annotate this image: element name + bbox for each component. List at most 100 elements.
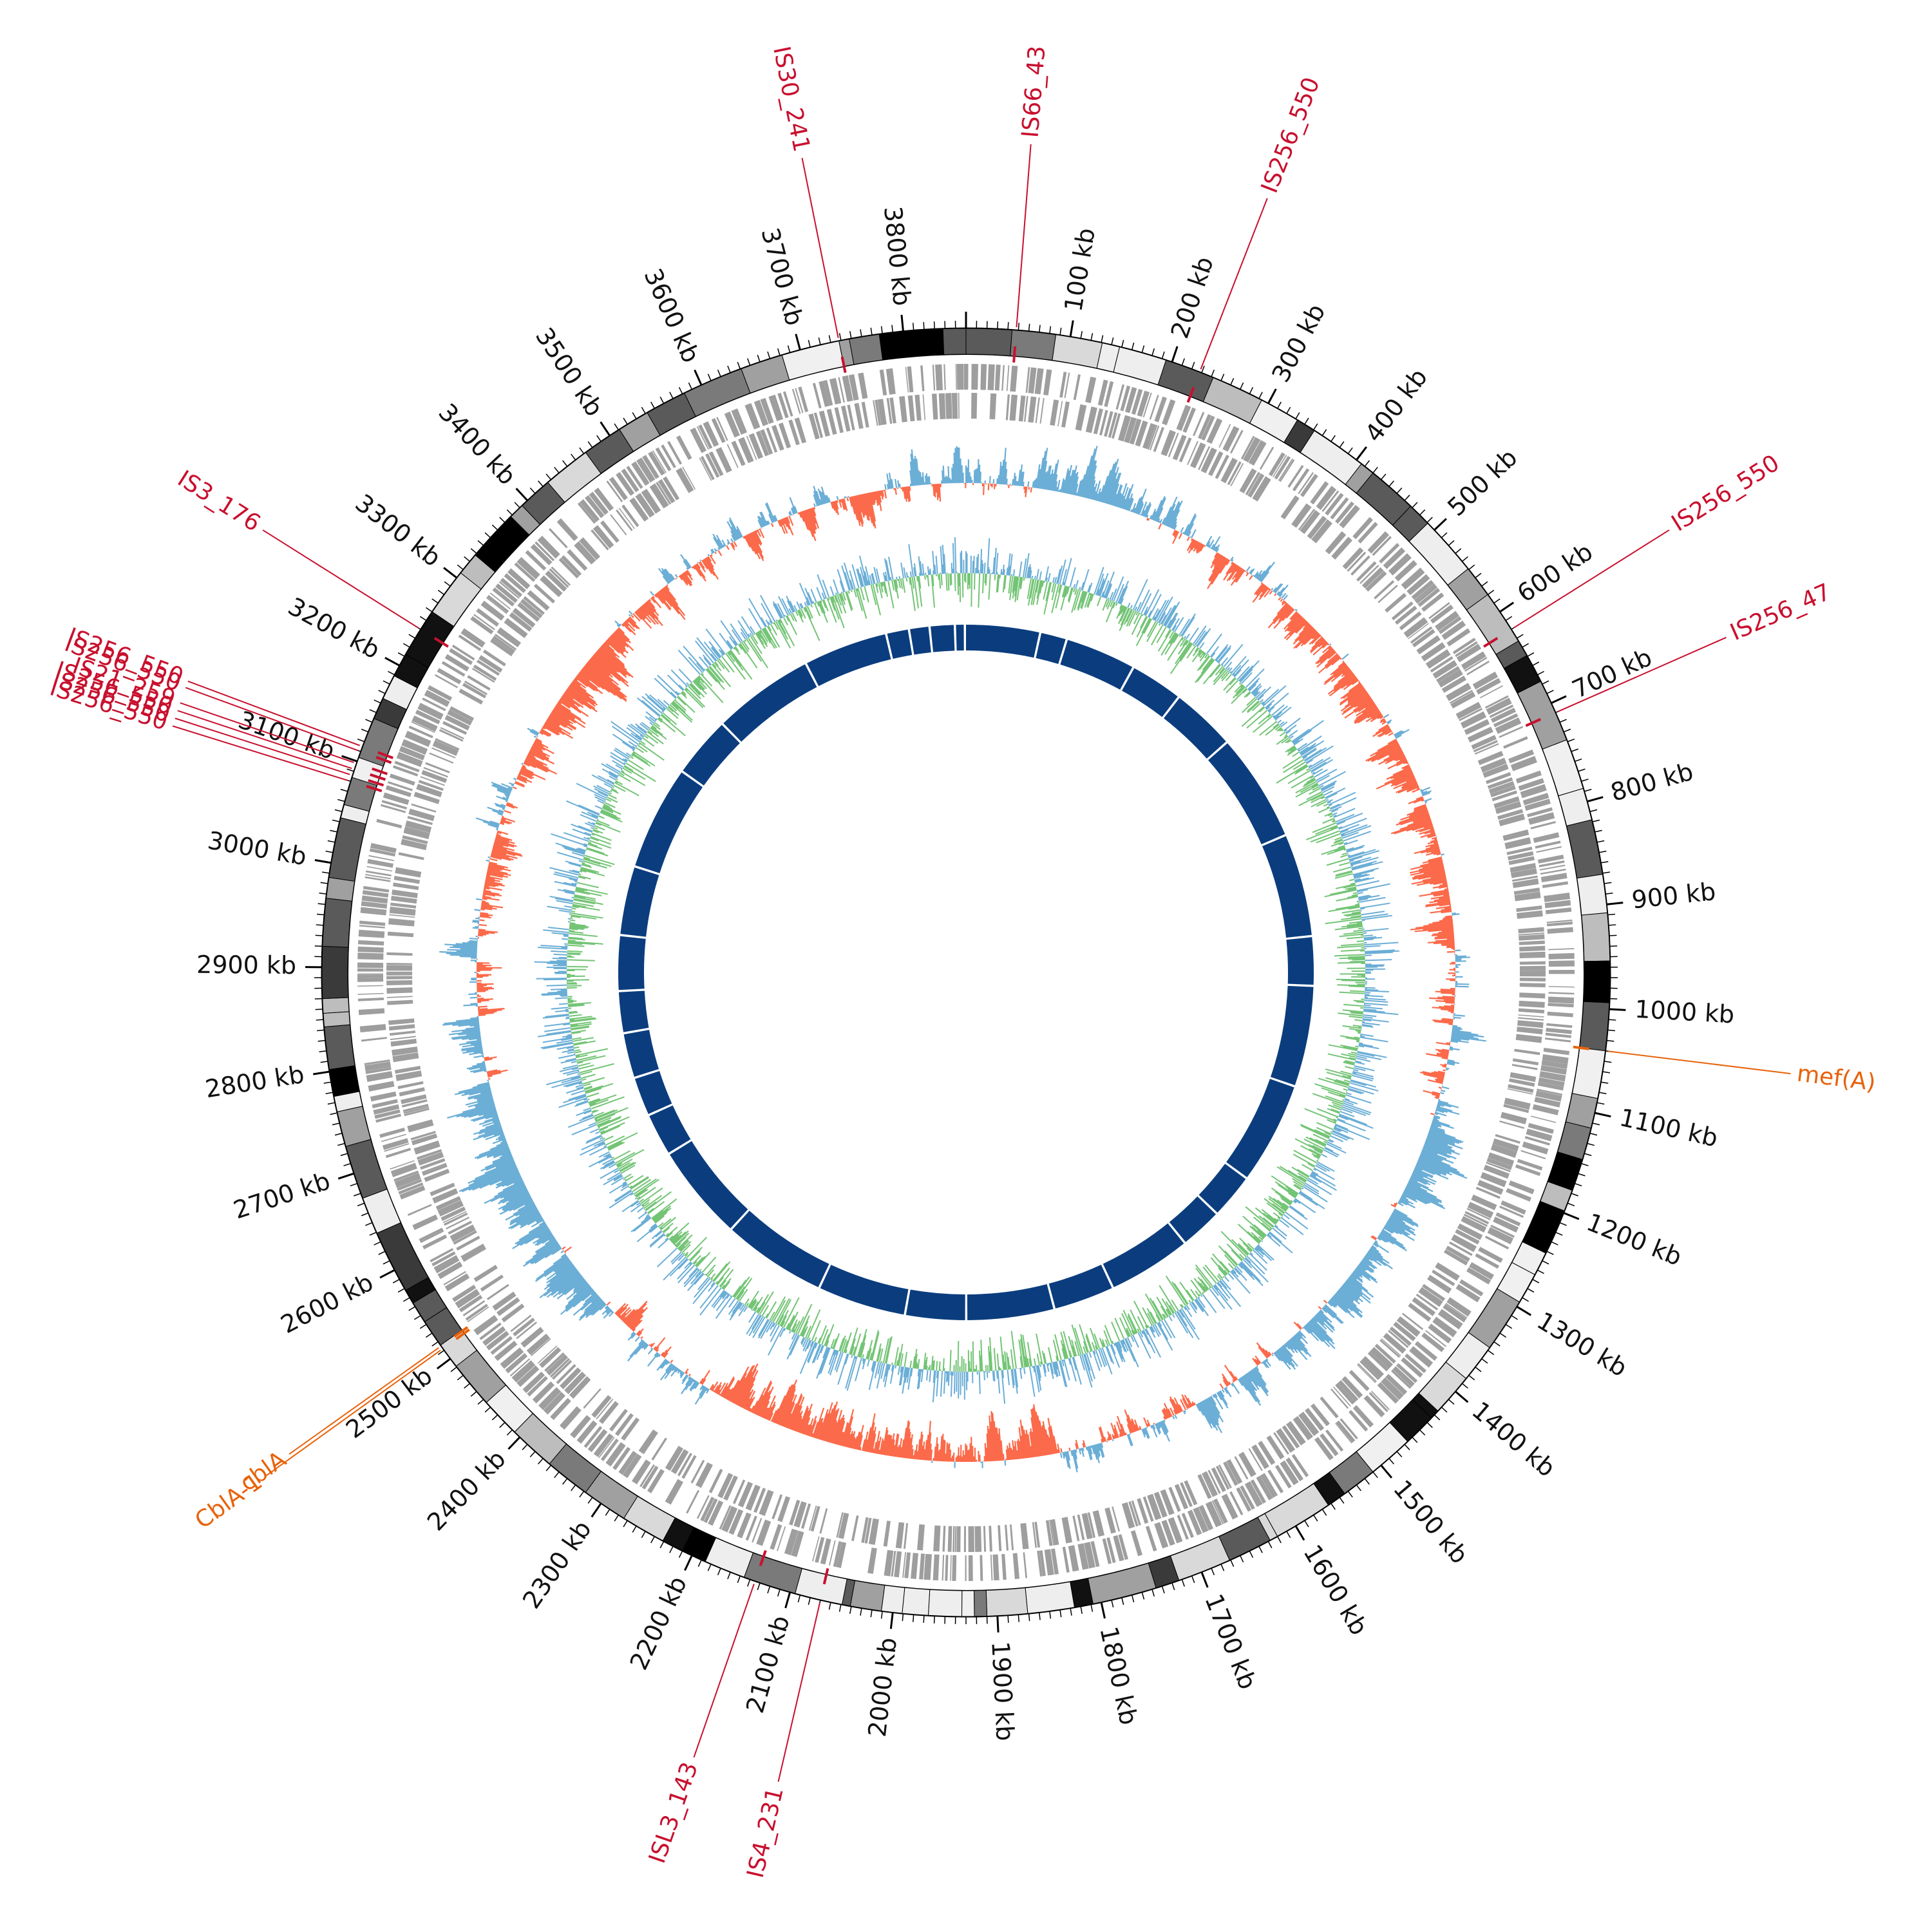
cds-feature — [1490, 1224, 1515, 1238]
gc-skew-bar — [753, 1394, 764, 1414]
gc-content-bar — [1321, 783, 1335, 791]
tick-label: 3300 kb — [350, 489, 446, 573]
gc-skew-bar — [628, 614, 631, 617]
minor-tick — [659, 396, 665, 404]
gc-skew-bar — [653, 1346, 657, 1350]
cds-feature — [1005, 394, 1010, 421]
gc-skew-bar — [556, 703, 582, 721]
gc-skew-bar — [514, 782, 525, 788]
gc-content-bar — [1351, 861, 1383, 871]
gc-content-bar — [1291, 775, 1314, 789]
gc-skew-bar — [516, 1225, 548, 1245]
gc-skew-bar — [1426, 1136, 1448, 1146]
gc-skew-bar — [867, 1422, 875, 1452]
gc-skew-bar — [790, 507, 795, 515]
gc-skew-bar — [492, 1138, 506, 1144]
minor-tick — [470, 548, 477, 554]
gc-skew-bar — [804, 1425, 810, 1435]
gc-skew-bar — [1431, 837, 1437, 840]
minor-tick — [1605, 893, 1613, 895]
cds-feature — [980, 1555, 983, 1581]
gc-skew-bar — [1071, 1450, 1078, 1473]
gc-content-bar — [1161, 607, 1172, 625]
gc-skew-bar — [496, 828, 498, 829]
gc-skew-bar — [462, 1049, 483, 1054]
gc-skew-bar — [473, 1129, 503, 1141]
minor-tick — [1584, 788, 1592, 792]
gc-skew-bar — [1303, 1325, 1320, 1341]
gc-content-bar — [994, 574, 996, 581]
gc-skew-bar — [1248, 1371, 1261, 1388]
minor-tick — [499, 1421, 506, 1428]
gc-skew-bar — [562, 695, 575, 705]
gc-content-bar — [1329, 888, 1357, 896]
gc-skew-bar — [520, 1214, 542, 1227]
gc-skew-bar — [1399, 757, 1406, 761]
major-tick — [795, 334, 801, 351]
gc-skew-bar — [758, 516, 765, 527]
gc-skew-bar — [1184, 1394, 1192, 1408]
gc-skew-bar — [1124, 1409, 1134, 1433]
gc-skew-bar — [787, 1393, 802, 1429]
cds-feature — [1438, 616, 1462, 634]
gc-skew-bar — [1372, 1235, 1378, 1240]
gc-skew-bar — [528, 752, 545, 761]
cds-feature — [477, 659, 500, 676]
gc-content-bar — [1338, 826, 1343, 829]
gc-skew-bar — [713, 536, 721, 550]
gc-content-bar — [1014, 576, 1018, 591]
gc-skew-bar — [813, 507, 816, 510]
gc-skew-bar — [506, 802, 513, 806]
gc-skew-bar — [473, 1124, 502, 1135]
gc-skew-bar — [456, 1018, 479, 1022]
gc-content-bar — [1335, 813, 1355, 823]
gc-content-bar — [1331, 819, 1336, 822]
gc-skew-bar — [1164, 504, 1176, 526]
cds-feature — [823, 379, 833, 406]
gc-content-bar — [1251, 702, 1262, 712]
gc-content-bar — [1220, 657, 1229, 666]
gc-skew-bar — [1193, 541, 1198, 549]
gc-skew-bar — [1206, 1398, 1219, 1420]
gc-skew-bar — [1091, 1445, 1095, 1455]
gc-skew-bar — [1430, 849, 1441, 853]
gc-content-bar — [1361, 913, 1388, 918]
gc-skew-bar — [573, 1281, 587, 1293]
gc-skew-bar — [1398, 1200, 1408, 1206]
gc-skew-bar — [833, 501, 838, 513]
gc-skew-bar — [726, 542, 730, 545]
cds-feature — [829, 377, 842, 405]
gc-content-bar — [1350, 882, 1356, 886]
cds-feature — [1104, 381, 1114, 408]
cds-feature — [360, 907, 387, 916]
minor-tick — [1596, 840, 1605, 843]
gc-skew-bar — [737, 1377, 754, 1406]
gc-skew-bar — [1416, 923, 1454, 929]
gc-skew-bar — [618, 1314, 621, 1318]
gc-skew-bar — [1354, 708, 1379, 724]
cds-feature — [1519, 978, 1546, 982]
gc-skew-bar — [773, 515, 778, 522]
cds-feature — [1524, 1136, 1551, 1146]
cds-feature — [556, 518, 578, 542]
gc-skew-bar — [1410, 925, 1454, 931]
gc-skew-bar — [1430, 1125, 1445, 1132]
gc-content-bar — [1202, 651, 1204, 654]
gc-content-bar — [1356, 1041, 1359, 1043]
minor-tick — [431, 598, 439, 604]
cds-feature — [1499, 1206, 1524, 1218]
cds-track — [357, 363, 1575, 1581]
gc-content-bar — [1215, 666, 1224, 676]
gc-skew-bar — [1408, 810, 1429, 819]
gc-skew-bar — [1379, 1233, 1407, 1252]
gc-skew-bar — [1132, 503, 1137, 513]
gc-skew-bar — [1432, 1093, 1440, 1097]
gc-skew-bar — [1086, 1446, 1092, 1461]
gc-skew-bar — [1422, 862, 1444, 869]
gc-skew-bar — [1123, 484, 1134, 510]
gc-content-bar — [1358, 898, 1368, 902]
gc-skew-bar — [1106, 466, 1119, 504]
gc-skew-bar — [759, 1387, 774, 1417]
minor-tick — [1258, 1546, 1263, 1553]
gc-content-bar — [1234, 669, 1242, 677]
